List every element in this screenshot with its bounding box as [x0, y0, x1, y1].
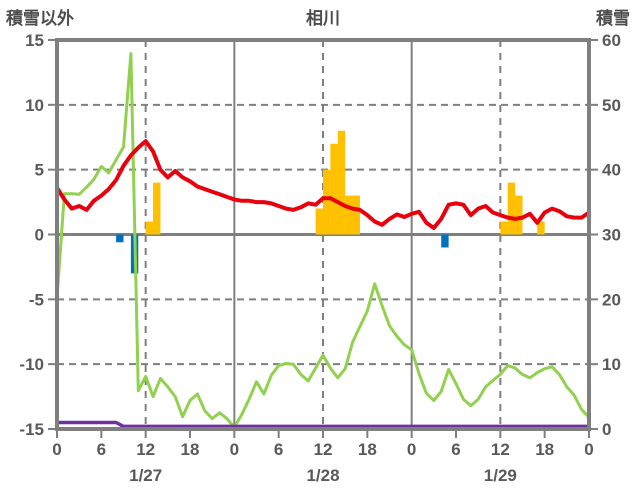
left-tick-label: 15 [25, 31, 44, 50]
left-tick-label: 5 [35, 161, 44, 180]
x-tick-label: 18 [181, 440, 200, 459]
orange-bar [153, 182, 161, 235]
date-label: 1/28 [306, 466, 339, 485]
x-tick-label: 0 [230, 440, 239, 459]
orange-bar [352, 195, 360, 235]
x-tick-label: 12 [136, 440, 155, 459]
red-line [55, 139, 591, 230]
x-tick-label: 6 [97, 440, 106, 459]
right-tick-label: 30 [602, 226, 621, 245]
x-tick-label: 18 [358, 440, 377, 459]
left-tick-label: -10 [19, 355, 44, 374]
orange-bar [345, 195, 353, 235]
left-axis-title: 積雪以外 [6, 9, 74, 28]
orange-bar [323, 169, 331, 235]
right-axis-title: 積雪 [596, 9, 630, 28]
orange-bar [315, 208, 323, 235]
x-tick-label: 18 [535, 440, 554, 459]
orange-bar [500, 221, 508, 235]
left-tick-label: -5 [29, 290, 44, 309]
chart-title: 相川 [306, 9, 340, 28]
x-tick-label: 0 [407, 440, 416, 459]
plot-frame [55, 38, 591, 431]
right-tick-label: 20 [602, 290, 621, 309]
x-tick-label: 6 [274, 440, 283, 459]
right-tick-label: 10 [602, 355, 621, 374]
orange-bar [337, 130, 346, 235]
right-tick-label: 60 [602, 31, 621, 50]
left-tick-label: 10 [25, 96, 44, 115]
x-tick-label: 0 [584, 440, 593, 459]
purple-line [55, 420, 591, 429]
right-tick-label: 50 [602, 96, 621, 115]
orange-bar [507, 182, 516, 235]
x-tick-label: 6 [451, 440, 460, 459]
orange-bar [330, 143, 338, 235]
blue-bar [441, 234, 449, 248]
orange-bar [515, 195, 523, 235]
blue-bar [116, 234, 124, 243]
x-tick-label: 12 [491, 440, 510, 459]
date-label: 1/27 [129, 466, 162, 485]
x-tick-label: 12 [314, 440, 333, 459]
right-tick-label: 40 [602, 161, 621, 180]
left-tick-label: -15 [19, 420, 44, 439]
x-tick-label: 0 [52, 440, 61, 459]
orange-bar [145, 221, 154, 235]
right-tick-label: 0 [602, 420, 611, 439]
orange-bar [537, 221, 545, 235]
date-label: 1/29 [484, 466, 517, 485]
green-line [55, 52, 591, 429]
left-tick-label: 0 [35, 226, 44, 245]
